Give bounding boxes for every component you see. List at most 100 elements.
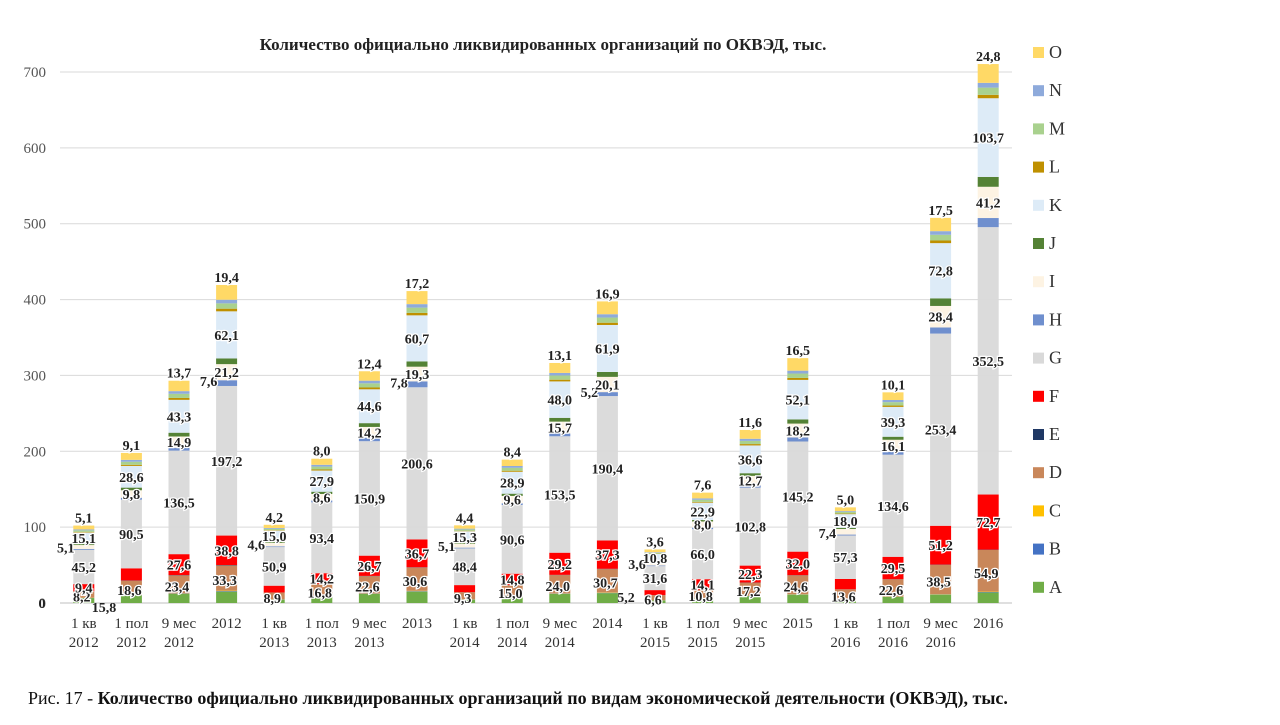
y-tick-label: 700 bbox=[24, 65, 47, 81]
data-label-K: 48,0 bbox=[548, 394, 573, 409]
x-tick-line2: 2012 bbox=[164, 635, 194, 651]
data-label-O: 17,5 bbox=[928, 204, 953, 219]
legend-label-A: A bbox=[1049, 577, 1062, 597]
bar-segment-O bbox=[549, 363, 570, 373]
data-label-O: 3,6 bbox=[646, 535, 664, 550]
data-label-D: 24,0 bbox=[546, 580, 571, 595]
bar-segment-A bbox=[930, 595, 951, 603]
data-label-G: 31,6 bbox=[643, 572, 668, 587]
bar-segment-N bbox=[787, 371, 808, 374]
data-label-F: 26,7 bbox=[357, 560, 382, 575]
bar-segment-N bbox=[597, 314, 618, 317]
bar-segment-N bbox=[930, 231, 951, 235]
x-tick-line1: 1 пол bbox=[114, 616, 149, 632]
bar-segment-L bbox=[311, 469, 332, 470]
bar-segment-N bbox=[169, 391, 190, 394]
bar-segment-H bbox=[73, 549, 94, 550]
bar-segment-M bbox=[359, 383, 380, 387]
data-label-O: 19,4 bbox=[214, 271, 239, 286]
misc-label: 0 bbox=[39, 597, 46, 612]
figure-caption: Рис. 17 - Количество официально ликвидир… bbox=[28, 688, 1008, 709]
legend-swatch-A bbox=[1033, 582, 1044, 593]
legend-label-D: D bbox=[1049, 462, 1062, 482]
legend-label-G: G bbox=[1049, 348, 1062, 368]
x-tick-line2: 2014 bbox=[545, 635, 576, 651]
x-tick-line1: 9 мес bbox=[352, 616, 387, 632]
legend-swatch-J bbox=[1033, 238, 1044, 249]
x-tick-line2: 2013 bbox=[259, 635, 289, 651]
bar-segment-M bbox=[597, 318, 618, 323]
data-label-D: 9,3 bbox=[454, 592, 472, 607]
data-label-F: 22,3 bbox=[738, 568, 763, 583]
bar-segment-L bbox=[502, 471, 523, 472]
legend-label-F: F bbox=[1049, 386, 1059, 406]
x-tick-line2: 2013 bbox=[354, 635, 384, 651]
data-label-O: 10,1 bbox=[881, 378, 906, 393]
y-tick-label: 500 bbox=[24, 217, 47, 233]
legend-label-C: C bbox=[1049, 500, 1061, 520]
bar-segment-H bbox=[930, 327, 951, 333]
data-label-G: 197,2 bbox=[211, 455, 243, 470]
bar-segment-O bbox=[216, 285, 237, 300]
bar-segment-L bbox=[597, 323, 618, 325]
data-label-K: 52,1 bbox=[786, 394, 811, 409]
data-label-K: 103,7 bbox=[972, 132, 1004, 147]
data-label-F: 14,8 bbox=[500, 573, 525, 588]
data-label-D: 22,6 bbox=[879, 584, 904, 599]
y-tick-label: 600 bbox=[24, 141, 47, 157]
caption-prefix: Рис. 17 - bbox=[28, 688, 93, 708]
data-label-F: 38,8 bbox=[214, 544, 239, 559]
data-label-I: 14,9 bbox=[167, 436, 192, 451]
data-label-D: 23,4 bbox=[165, 580, 190, 595]
bar-segment-M bbox=[549, 376, 570, 380]
x-tick-line1: 9 мес bbox=[733, 616, 768, 632]
x-tick-line1: 1 кв bbox=[261, 616, 287, 632]
bars bbox=[73, 64, 998, 603]
x-tick-line1: 1 пол bbox=[305, 616, 340, 632]
bar-segment-L bbox=[169, 398, 190, 400]
data-label-K: 15,1 bbox=[72, 532, 97, 547]
data-label-O: 12,4 bbox=[357, 357, 382, 372]
y-tick-label: 400 bbox=[24, 293, 47, 309]
bar-segment-O bbox=[883, 392, 904, 400]
legend-swatch-F bbox=[1033, 391, 1044, 402]
data-label-K: 36,6 bbox=[738, 453, 763, 468]
bar-segment-H bbox=[835, 535, 856, 536]
legend-swatch-G bbox=[1033, 353, 1044, 364]
data-label-D: 17,2 bbox=[736, 585, 761, 600]
bar-segment-M bbox=[311, 467, 332, 470]
data-label-D: 22,6 bbox=[355, 581, 380, 596]
legend-label-L: L bbox=[1049, 157, 1060, 177]
data-label-O: 17,2 bbox=[405, 277, 430, 292]
data-label-G: 48,4 bbox=[452, 561, 477, 576]
data-label-D: 15,0 bbox=[498, 587, 523, 602]
bar-segment-O bbox=[407, 291, 428, 304]
bar-segment-A bbox=[407, 592, 428, 603]
data-label-F: 27,6 bbox=[167, 559, 192, 574]
data-label-D: 6,6 bbox=[644, 594, 662, 609]
data-label-F: 9,4 bbox=[75, 582, 93, 597]
data-label-G: 50,9 bbox=[262, 560, 287, 575]
legend-label-B: B bbox=[1049, 539, 1061, 559]
bar-segment-N bbox=[311, 465, 332, 467]
bar-segment-N bbox=[454, 529, 475, 530]
bar-segment-L bbox=[121, 465, 142, 466]
bar-segment-J bbox=[930, 298, 951, 306]
y-tick-label: 200 bbox=[24, 444, 47, 460]
bar-segment-N bbox=[549, 373, 570, 376]
bar-segment-O bbox=[121, 453, 142, 460]
bar-segment-L bbox=[930, 240, 951, 243]
data-label-G: 190,4 bbox=[592, 462, 624, 477]
bar-segment-M bbox=[978, 88, 999, 95]
bar-segment-H bbox=[264, 546, 285, 547]
bar-segment-H bbox=[454, 548, 475, 549]
legend-swatch-C bbox=[1033, 505, 1044, 516]
bar-segment-J bbox=[597, 372, 618, 377]
data-label-G: 253,4 bbox=[925, 424, 957, 439]
bar-segment-L bbox=[787, 378, 808, 380]
